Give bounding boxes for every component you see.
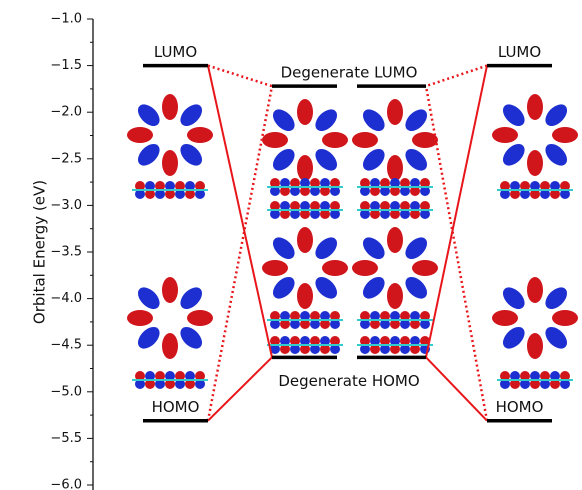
y-tick-label: −4.5 [50,338,82,353]
level-label: LUMO [498,43,541,61]
orbital-lobe [541,283,571,313]
orbital-lobe [297,227,313,253]
orbital-lobe [387,99,403,125]
orbital-lobe [134,140,164,170]
orbital-lobe [401,273,431,303]
orbital-lobe [527,150,543,176]
orbital-lobe [127,127,153,143]
orbital-lobe [492,310,518,326]
orbital-lobe [412,260,438,276]
y-axis-label: Orbital Energy (eV) [31,180,49,324]
orbital-lobe [322,260,348,276]
y-tick-label: −5.5 [50,431,82,446]
orbital-lobe [269,105,299,135]
orbital-lobe [499,283,529,313]
orbital-lobe [359,273,389,303]
orbital-lobe [176,323,206,353]
orbital-lobe [499,100,529,130]
connector [426,357,487,420]
orbital-lobe [297,155,313,181]
orbital-lobe [492,127,518,143]
orbital-lobe [269,233,299,263]
orbital-lobe [387,227,403,253]
orbital-lobe [176,140,206,170]
level-label: HOMO [496,398,544,416]
orbital-lobe [352,132,378,148]
orbital-lobe [401,105,431,135]
connector [208,66,272,358]
level-label: HOMO [152,398,200,416]
orbital-lobe [262,132,288,148]
orbital-lobe [162,333,178,359]
y-tick-label: −1.0 [50,12,82,27]
orbital-lobe [134,100,164,130]
connector [208,357,272,420]
orbital-lobe [541,100,571,130]
y-tick-label: −4.0 [50,291,82,306]
connector [208,66,272,87]
orbital-lobe [187,127,213,143]
orbital-lobe [541,323,571,353]
orbital-lobe [499,140,529,170]
orbital-lobe [127,310,153,326]
orbital-lobe [499,323,529,353]
orbital-lobe [262,260,288,276]
orbital-lobe [541,140,571,170]
orbital-lobe [134,323,164,353]
orbital-lobe [162,277,178,303]
orbital-lobe [187,310,213,326]
level-label: Degenerate LUMO [281,64,418,82]
orbital-lobe [359,233,389,263]
orbital-lobe [527,333,543,359]
orbital-lobe [297,283,313,309]
connector [426,66,487,358]
orbital-lobe [311,233,341,263]
orbital-lobe [359,105,389,135]
y-tick-label: −2.5 [50,151,82,166]
orbital-lobe [401,145,431,175]
orbital-lobe [176,283,206,313]
y-tick-label: −2.0 [50,105,82,120]
orbital-lobe [322,132,348,148]
orbital-lobe [311,145,341,175]
orbital-lobe [352,260,378,276]
orbital-lobe [527,94,543,120]
y-tick-label: −6.0 [50,478,82,490]
y-tick-label: −3.5 [50,245,82,260]
orbital-lobe [527,277,543,303]
orbital-lobe [269,145,299,175]
orbital-lobe [387,155,403,181]
orbital-lobe [176,100,206,130]
orbital-lobe [552,310,578,326]
orbital-lobe [297,99,313,125]
y-tick-label: −1.5 [50,58,82,73]
y-tick-label: −3.0 [50,198,82,213]
orbital-lobe [134,283,164,313]
orbital-lobe [162,150,178,176]
orbital-lobe [162,94,178,120]
connector [208,86,272,421]
level-label: Degenerate HOMO [278,372,419,390]
orbital-lobe [359,145,389,175]
connector [426,66,487,87]
orbital-lobe [311,105,341,135]
orbital-lobe [311,273,341,303]
orbital-lobe [269,273,299,303]
level-label: LUMO [154,43,197,61]
orbital-lobe [401,233,431,263]
orbital-lobe [387,283,403,309]
chart: Orbital Energy (eV) −1.0 −1.5 −2.0 −2.5 −3.0… [0,0,582,490]
orbital-lobe [552,127,578,143]
y-tick-label: −5.0 [50,384,82,399]
